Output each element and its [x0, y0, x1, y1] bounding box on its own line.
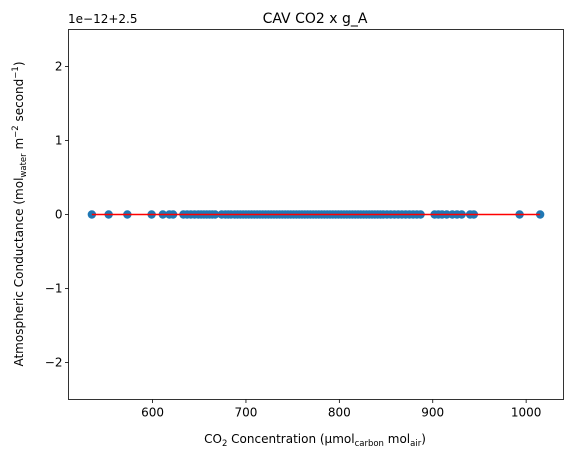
plot-area: [87, 210, 545, 219]
y-tick-label: −2: [45, 356, 63, 370]
y-tick-label: 2: [55, 60, 63, 74]
x-tick-label: 800: [328, 406, 351, 420]
y-tick-label: 0: [55, 208, 63, 222]
x-tick-label: 700: [234, 406, 257, 420]
plot-frame: [68, 29, 564, 400]
y-tick-label: 1: [55, 134, 63, 148]
x-tick-label: 900: [421, 406, 444, 420]
x-tick-label: 1000: [511, 406, 542, 420]
y-offset-label: 1e−12+2.5: [68, 12, 137, 26]
y-axis-label: Atmospheric Conductance (molwater m−2 se…: [11, 61, 29, 366]
x-tick-label: 600: [141, 406, 164, 420]
y-tick-label: −1: [45, 282, 63, 296]
chart-title: CAV CO2 x g_A: [263, 11, 368, 27]
x-axis-label: CO2 Concentration (µmolcarbon molair): [204, 432, 426, 449]
axis-ticks: 600 700 800 900 1000 −2 −1 0 1 2: [45, 60, 542, 420]
